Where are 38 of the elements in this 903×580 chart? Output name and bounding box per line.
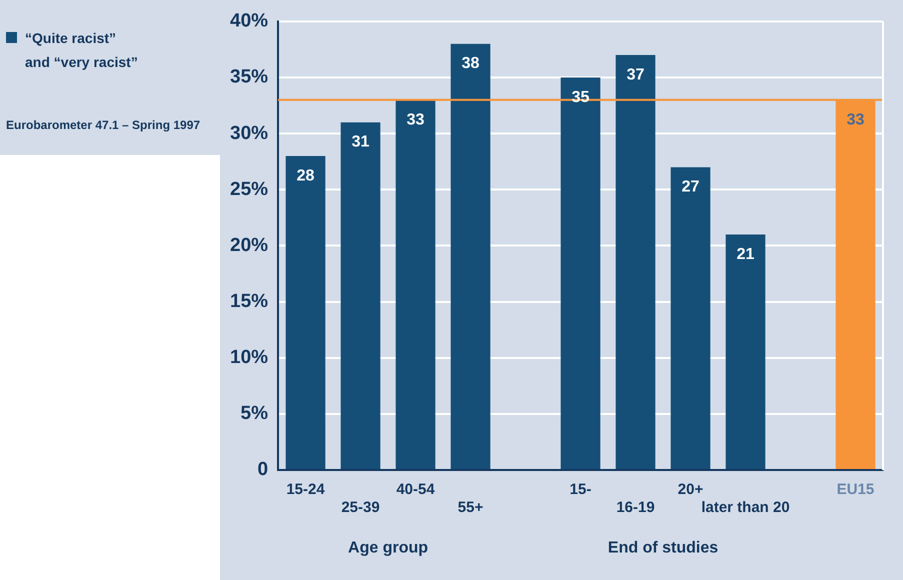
x-tick-label: 40-54: [396, 481, 436, 498]
data-label: 33: [846, 111, 864, 128]
y-tick-label: 20%: [230, 234, 268, 256]
bar: [616, 55, 656, 469]
bar: [670, 167, 710, 469]
y-tick-label: 5%: [240, 403, 268, 424]
y-tick-label: 25%: [230, 178, 268, 200]
x-tick-label: 15-24: [286, 481, 326, 498]
bar: [286, 156, 326, 469]
data-label: 31: [352, 134, 370, 151]
y-tick-label: 40%: [230, 10, 268, 32]
y-tick-label: 10%: [230, 347, 268, 368]
text: Eurobarometer 47.1 – Spring 1997: [6, 118, 200, 132]
data-label: 27: [682, 178, 700, 196]
data-label: 28: [296, 167, 315, 184]
x-tick-label: 16-19: [616, 499, 655, 516]
x-tick-label: 20+: [678, 481, 704, 498]
text: Age group: [348, 539, 428, 556]
x-tick-label: EU15: [836, 481, 874, 498]
legend-label: “Quite racist” and “very racist”: [25, 29, 139, 72]
data-label: 37: [626, 66, 645, 84]
y-tick-label: 30%: [230, 122, 268, 144]
y-tick-label: 15%: [230, 291, 268, 312]
text: End of studies: [608, 539, 718, 556]
bar: [340, 122, 380, 469]
bar: [450, 44, 490, 469]
bar: [396, 100, 436, 469]
x-tick-label: later than 20: [701, 499, 790, 516]
data-label: 38: [462, 55, 480, 72]
bar: [560, 77, 600, 469]
y-tick-label: 35%: [230, 66, 268, 88]
data-label: 21: [736, 246, 755, 263]
x-tick-label: 55+: [458, 499, 484, 516]
data-label: 33: [406, 111, 425, 128]
bar: [726, 234, 766, 469]
y-tick-label: 0: [257, 459, 268, 480]
x-tick-label: 25-39: [341, 499, 380, 516]
x-tick-label: 15-: [570, 481, 592, 498]
